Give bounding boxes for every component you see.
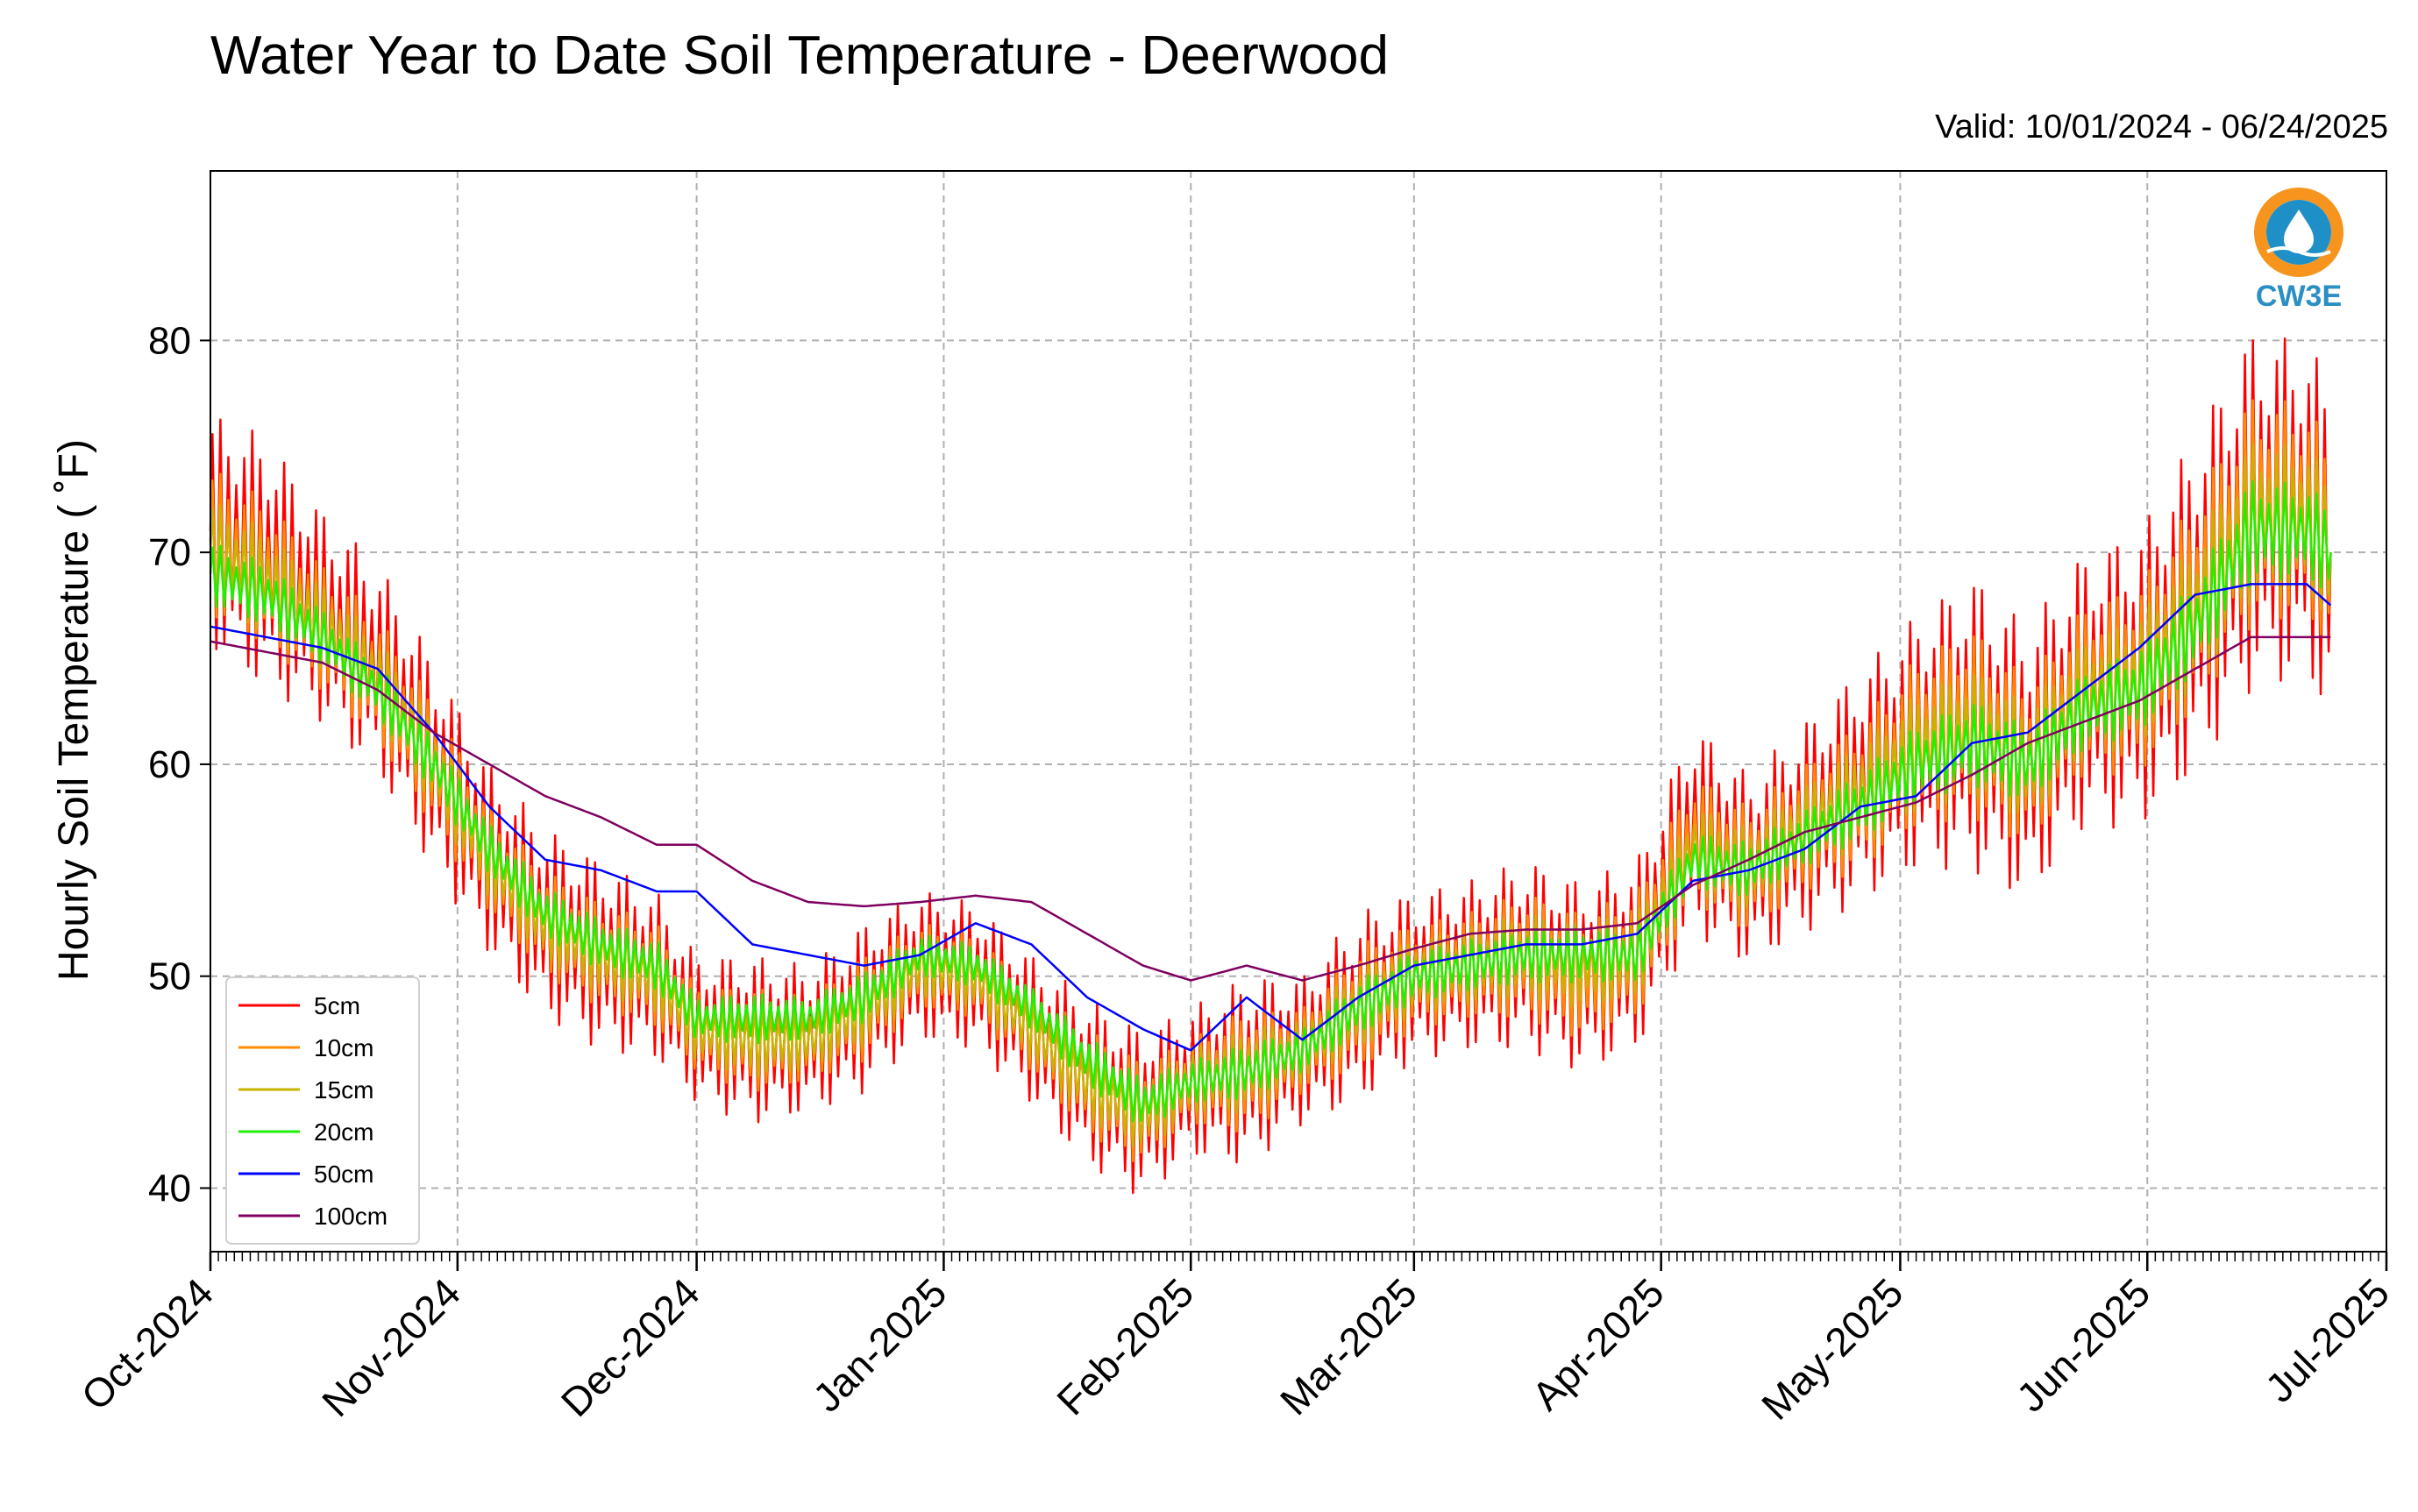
legend-label: 50cm	[314, 1161, 373, 1188]
series-line-50cm	[210, 583, 2332, 1052]
x-tick-label: Mar-2025	[1271, 1269, 1426, 1423]
x-tick-label: Feb-2025	[1048, 1269, 1202, 1423]
y-tick-label: 80	[148, 319, 191, 362]
x-tick-label: Dec-2024	[552, 1269, 708, 1425]
chart-title: Water Year to Date Soil Temperature - De…	[210, 25, 1390, 86]
series-line-100cm	[210, 635, 2331, 982]
legend-label: 100cm	[314, 1203, 388, 1230]
y-tick-label: 40	[148, 1167, 191, 1210]
valid-date-range: Valid: 10/01/2024 - 06/24/2025	[1935, 109, 2388, 146]
x-tick-label: Jul-2025	[2257, 1269, 2399, 1411]
legend-label: 10cm	[314, 1034, 373, 1061]
axes: 40 50 60 70 80 Oct-2024 Nov-2024 Dec-2024 Jan-20…	[73, 319, 2399, 1428]
x-tick-label: Nov-2024	[313, 1269, 469, 1425]
x-tick-label: Apr-2025	[1523, 1269, 1673, 1419]
logo-ring	[2254, 188, 2343, 277]
y-axis-label: Hourly Soil Temperature ( ˚F)	[51, 439, 97, 981]
logo-text: CW3E	[2256, 280, 2342, 313]
legend: 5cm 10cm 15cm 20cm 50cm 100cm	[225, 976, 420, 1245]
x-tick-label: Oct-2024	[73, 1269, 223, 1419]
legend-box	[225, 976, 420, 1245]
x-tick-label: Jan-2025	[804, 1269, 955, 1420]
y-tick-label: 60	[148, 743, 191, 786]
cw3e-logo: CW3E	[2254, 188, 2343, 313]
y-tick-label: 50	[148, 955, 191, 998]
legend-label: 20cm	[314, 1118, 373, 1146]
legend-label: 5cm	[314, 992, 360, 1019]
series-lines	[209, 337, 2332, 1195]
y-tick-label: 70	[148, 531, 191, 574]
logo-wave	[2266, 246, 2331, 257]
plot-area-frame	[210, 170, 2387, 1253]
x-tick-label: May-2025	[1753, 1269, 1911, 1428]
x-tick-label: Jun-2025	[2008, 1269, 2158, 1420]
water-drop-logo-icon	[2284, 209, 2314, 253]
legend-label: 15cm	[314, 1076, 373, 1104]
